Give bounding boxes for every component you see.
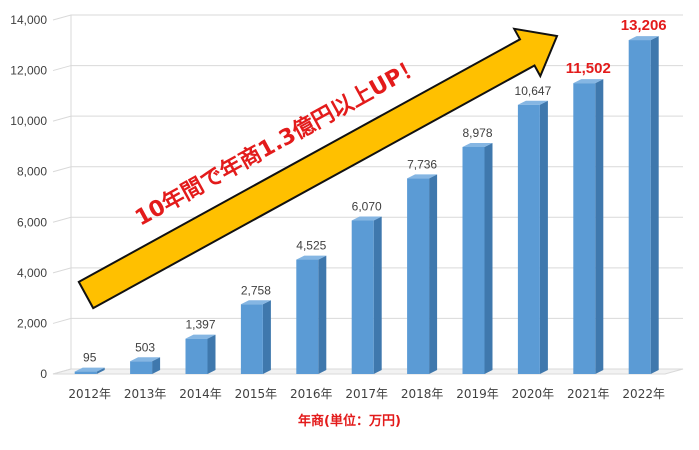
bar-side: [373, 216, 382, 374]
data-label: 2,758: [241, 283, 271, 297]
bar-side: [539, 100, 548, 375]
x-tick-label: 2013年: [124, 387, 167, 401]
bar-side: [262, 300, 271, 374]
bar: [130, 361, 153, 374]
bar-side: [96, 367, 105, 374]
y-tick-label: 12,000: [10, 64, 47, 78]
bar: [351, 220, 374, 374]
x-axis-title: 年商(単位：万円): [298, 414, 401, 429]
data-label: 7,736: [407, 157, 437, 171]
bar: [462, 146, 485, 374]
bar-side: [207, 334, 216, 374]
bar-side: [484, 142, 493, 374]
bar-top: [185, 334, 216, 339]
x-tick-label: 2020年: [512, 387, 555, 401]
data-label: 13,206: [621, 17, 667, 34]
bar-side: [650, 36, 659, 375]
bar: [296, 259, 319, 374]
x-tick-label: 2012年: [68, 387, 111, 401]
bar: [628, 40, 651, 375]
gridline: [52, 115, 683, 122]
data-label: 10,647: [515, 84, 552, 98]
data-label: 503: [135, 340, 155, 354]
bar-top: [74, 367, 105, 372]
bar: [517, 104, 540, 375]
gridline: [52, 14, 683, 21]
growth-arrow: [77, 27, 559, 310]
y-tick-label: 0: [40, 367, 47, 381]
y-tick-label: 6,000: [17, 215, 47, 229]
data-label: 4,525: [296, 239, 326, 253]
bar: [573, 83, 596, 375]
x-tick-label: 2021年: [567, 387, 610, 401]
y-tick-label: 8,000: [17, 165, 47, 179]
bar-top: [296, 255, 327, 260]
data-label: 11,502: [566, 60, 611, 77]
bar-side: [152, 357, 161, 374]
x-tick-label: 2015年: [235, 387, 278, 401]
y-tick-label: 2,000: [17, 316, 47, 330]
bar-top: [130, 357, 161, 362]
bar-side: [595, 79, 604, 375]
data-label: 6,070: [352, 200, 382, 214]
y-tick-label: 4,000: [17, 266, 47, 280]
bar-top: [517, 100, 548, 105]
bar: [74, 371, 97, 374]
x-tick-label: 2018年: [401, 387, 444, 401]
data-label: 1,397: [185, 318, 215, 332]
x-tick-label: 2014年: [179, 387, 222, 401]
bar: [185, 338, 208, 374]
bar-top: [628, 36, 659, 41]
y-tick-label: 14,000: [10, 13, 47, 27]
bar-top: [462, 142, 493, 147]
y-tick-label: 10,000: [10, 114, 47, 128]
bar-top: [573, 79, 604, 84]
bar-side: [429, 174, 438, 374]
bar: [407, 178, 430, 374]
bar-side: [318, 255, 327, 374]
bar-top: [351, 216, 382, 221]
x-tick-label: 2016年: [290, 387, 333, 401]
data-label: 8,978: [462, 126, 492, 140]
x-tick-label: 2017年: [345, 387, 388, 401]
bar: [240, 304, 263, 374]
x-tick-label: 2022年: [622, 387, 665, 401]
data-label: 95: [83, 351, 97, 365]
bar-top: [240, 300, 271, 305]
bar-top: [407, 174, 438, 179]
x-tick-label: 2019年: [456, 387, 499, 401]
